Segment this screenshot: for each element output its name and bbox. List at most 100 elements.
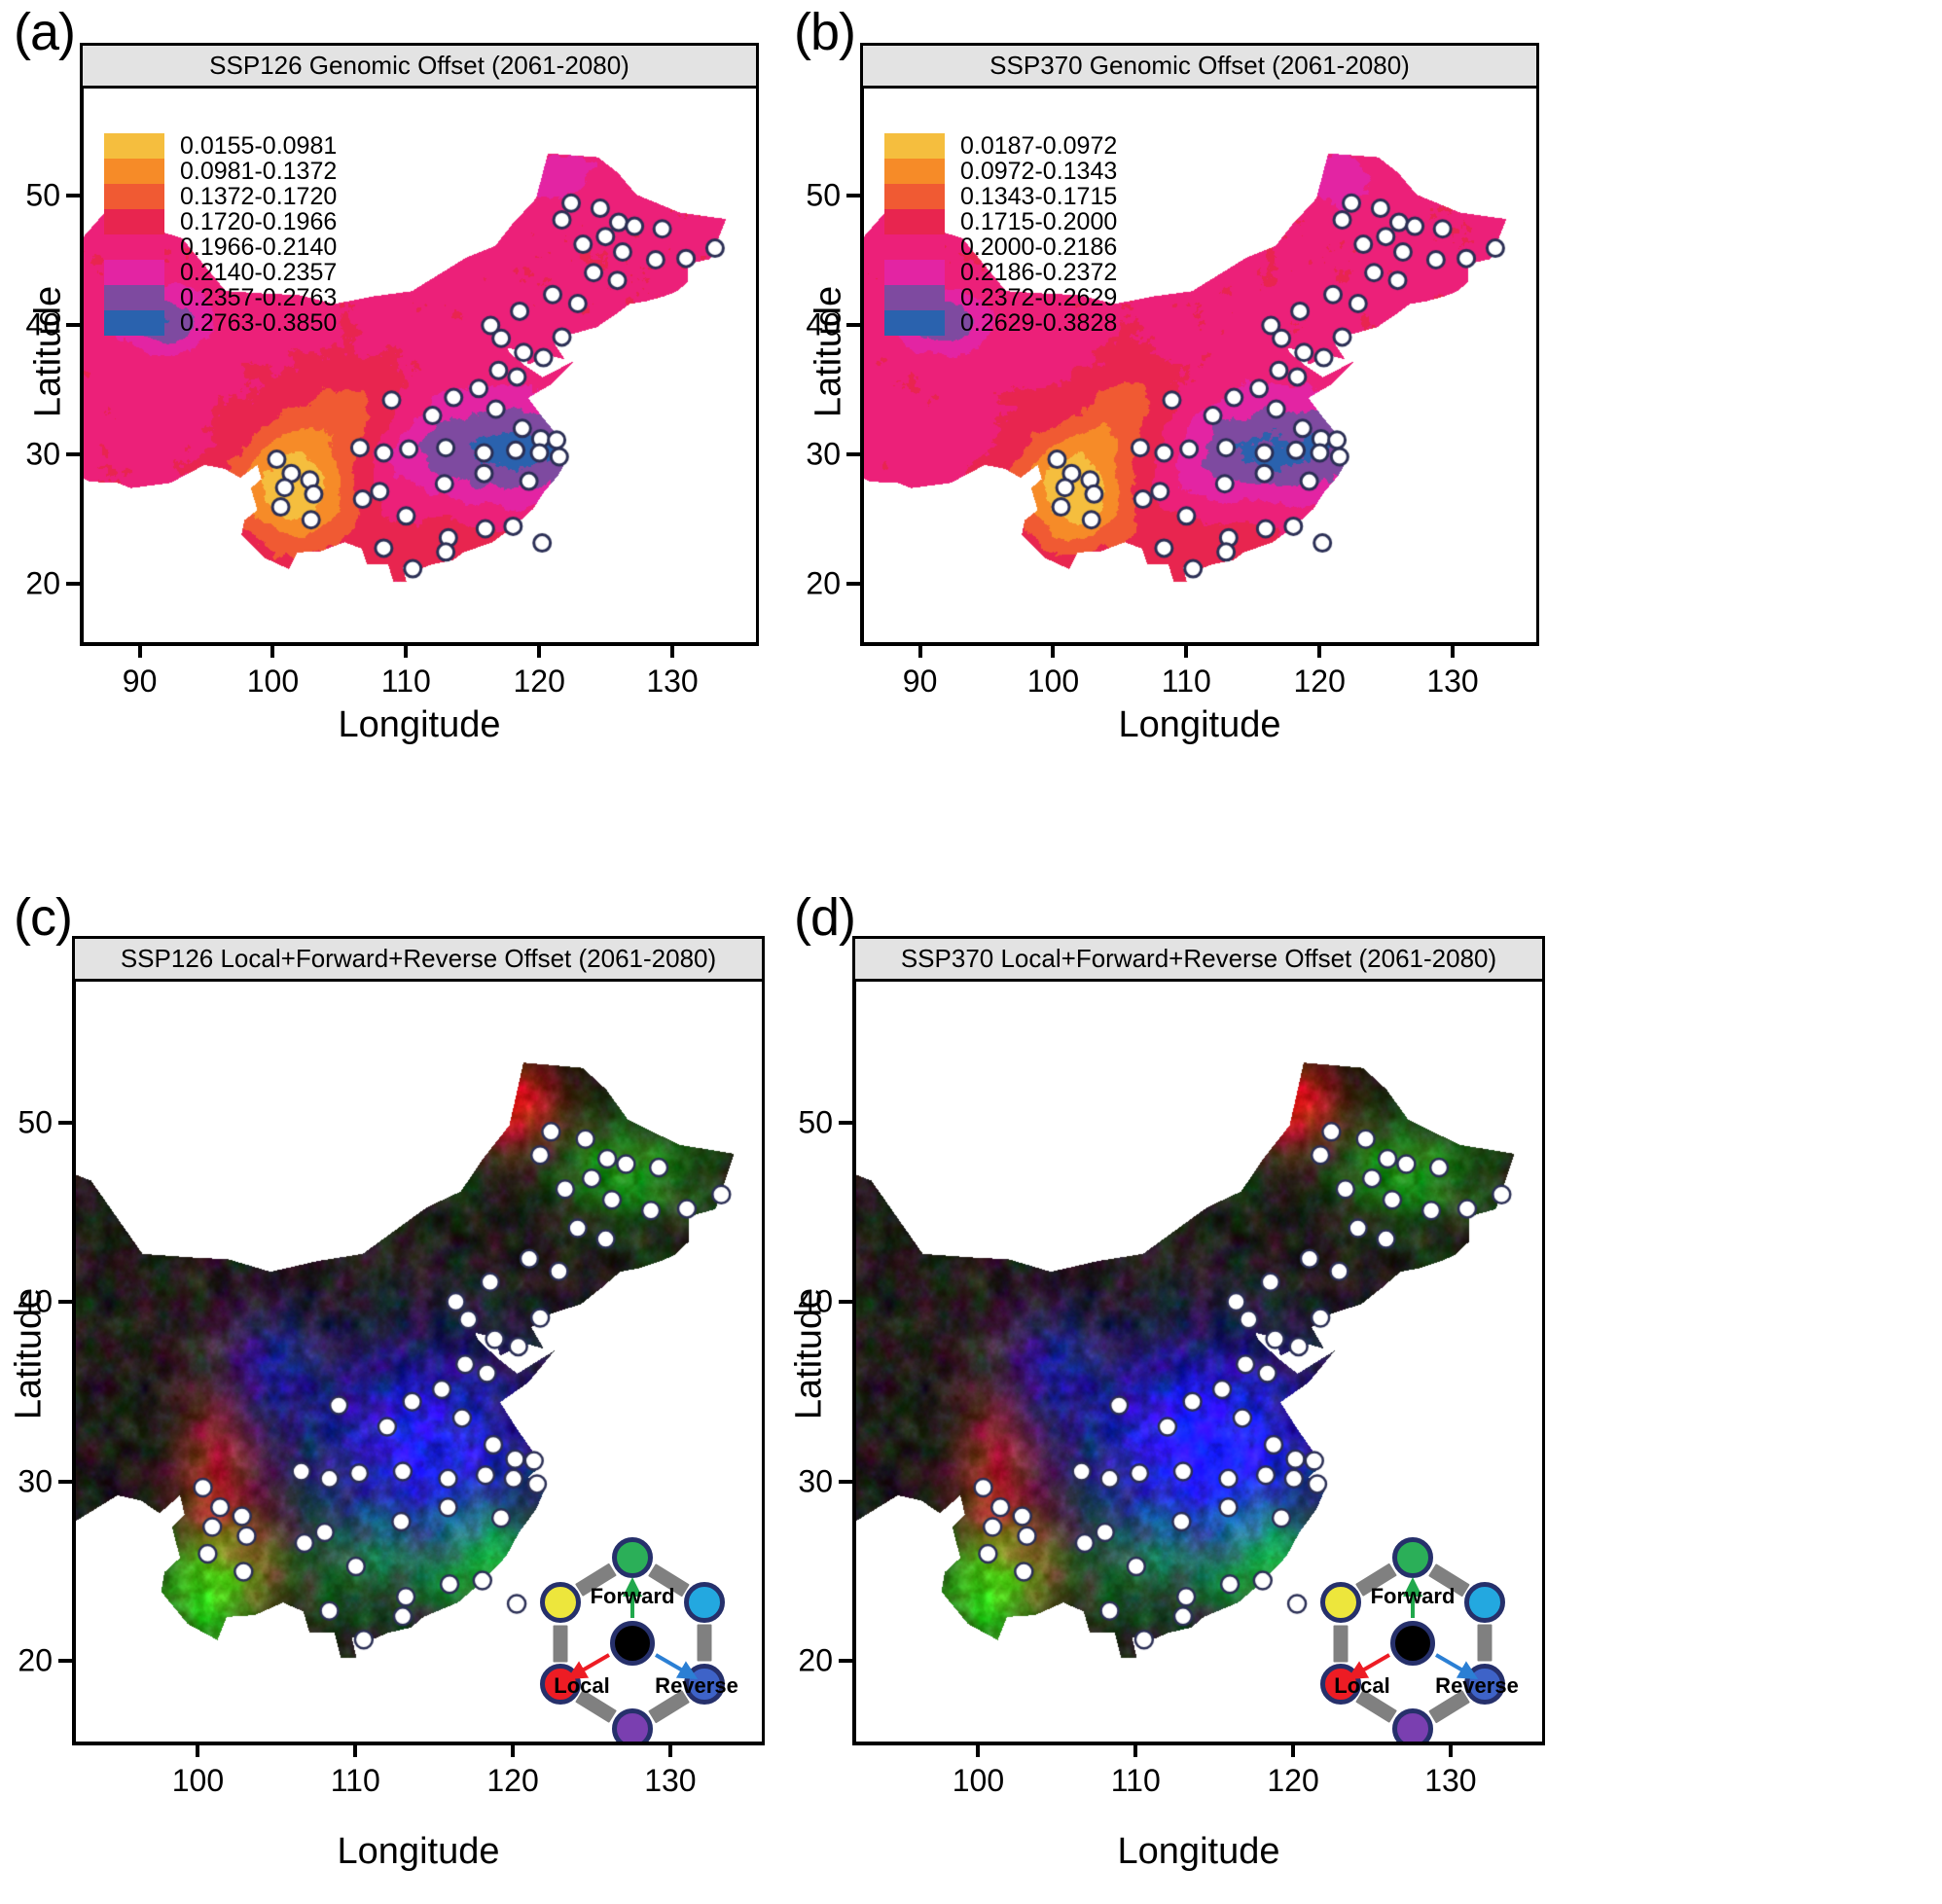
x-axis-tick-label: 90	[902, 664, 938, 699]
legend-swatch	[104, 260, 164, 285]
hex-connector	[1477, 1624, 1492, 1663]
x-axis-tick	[511, 1742, 516, 1757]
legend-swatch	[104, 310, 164, 336]
y-axis-line	[80, 86, 84, 642]
panel-b-legend: 0.0187-0.0972 0.0972-0.1343 0.1343-0.1715 0…	[884, 133, 1117, 336]
x-axis-tick-label: 110	[330, 1763, 380, 1798]
legend-label: 0.1966-0.2140	[180, 234, 338, 261]
x-axis-tick-label: 130	[1426, 664, 1479, 699]
x-axis-tick	[1133, 1742, 1138, 1757]
legend-class-row: 0.2372-0.2629	[884, 285, 1117, 310]
panel-b-x-axis-title: Longitude	[1118, 704, 1281, 745]
y-axis-tick-label: 20	[18, 1642, 53, 1678]
legend-label: 0.2372-0.2629	[960, 284, 1118, 311]
legend-label: 0.1715-0.2000	[960, 208, 1118, 235]
x-axis-line	[860, 642, 1539, 646]
x-axis-tick-label: 120	[1267, 1763, 1319, 1798]
panel-a-plot: 0.0155-0.0981 0.0981-0.1372 0.1372-0.1720 0…	[83, 89, 756, 642]
x-axis-line	[852, 1742, 1545, 1745]
x-axis-tick	[670, 642, 675, 658]
y-axis-line	[852, 979, 856, 1742]
legend-class-row: 0.2140-0.2357	[104, 260, 337, 285]
panel-b-y-axis-title: Latitude	[808, 285, 849, 418]
panel-c-map-canvas	[75, 982, 762, 1742]
panel-b-letter: (b)	[794, 3, 856, 61]
y-axis-tick	[839, 1658, 856, 1663]
legend-swatch	[884, 159, 945, 184]
legend-class-row: 0.2186-0.2372	[884, 260, 1117, 285]
x-axis-line	[80, 642, 759, 646]
hex-node-bottom	[1392, 1708, 1433, 1742]
legend-class-row: 0.2357-0.2763	[104, 285, 337, 310]
panel-c-hex-legend: Forward Reverse Local	[511, 1537, 754, 1742]
y-axis-tick-label: 40	[18, 1283, 53, 1319]
hex-node-center	[610, 1621, 655, 1666]
hex-label-forward: Forward	[1370, 1584, 1456, 1608]
legend-label: 0.2629-0.3828	[960, 309, 1118, 337]
legend-swatch	[104, 159, 164, 184]
x-axis-tick	[270, 642, 275, 658]
x-axis-tick	[537, 642, 542, 658]
x-axis-tick	[1317, 642, 1322, 658]
hex-node-bottom	[612, 1708, 653, 1742]
y-axis-tick	[839, 1300, 856, 1305]
y-axis-line	[72, 979, 76, 1742]
panel-d-map-canvas	[855, 982, 1542, 1742]
y-axis-tick	[66, 452, 84, 457]
x-axis-tick	[353, 1742, 358, 1757]
y-axis-tick-label: 20	[25, 565, 60, 601]
hex-label-local: Local	[554, 1673, 610, 1698]
legend-class-row: 0.1715-0.2000	[884, 209, 1117, 234]
y-axis-tick	[58, 1300, 76, 1305]
y-axis-tick	[58, 1120, 76, 1125]
hex-node-top	[1392, 1537, 1433, 1578]
y-axis-tick	[846, 194, 864, 198]
x-axis-tick	[667, 1742, 672, 1757]
legend-label: 0.2763-0.3850	[180, 309, 338, 337]
x-axis-tick	[1451, 642, 1456, 658]
x-axis-tick-label: 110	[1110, 1763, 1161, 1798]
hex-node-top	[612, 1537, 653, 1578]
y-axis-tick	[846, 582, 864, 587]
y-axis-tick	[58, 1658, 76, 1663]
legend-swatch	[884, 133, 945, 159]
x-axis-tick-label: 120	[486, 1763, 539, 1798]
legend-label: 0.0981-0.1372	[180, 158, 338, 185]
hex-node-upper-left	[539, 1581, 581, 1623]
x-axis-tick	[196, 1742, 200, 1757]
panel-c-y-axis-title: Latitude	[8, 1287, 50, 1420]
y-axis-tick-label: 30	[25, 436, 60, 472]
hex-label-forward: Forward	[590, 1584, 675, 1608]
legend-class-row: 0.0155-0.0981	[104, 133, 337, 159]
panel-d-strip-title: SSP370 Local+Forward+Reverse Offset (206…	[855, 939, 1542, 982]
legend-label: 0.0972-0.1343	[960, 158, 1118, 185]
x-axis-tick	[917, 642, 922, 658]
x-axis-tick-label: 100	[246, 664, 300, 699]
panel-c-frame: SSP126 Local+Forward+Reverse Offset (206…	[72, 936, 765, 1742]
panel-c-letter: (c)	[14, 888, 73, 947]
panel-b-plot: 0.0187-0.0972 0.0972-0.1343 0.1343-0.1715 0…	[863, 89, 1536, 642]
hex-connector	[697, 1624, 712, 1663]
hex-node-upper-right	[1464, 1581, 1506, 1623]
legend-class-row: 0.1343-0.1715	[884, 184, 1117, 209]
x-axis-tick	[404, 642, 409, 658]
legend-label: 0.2140-0.2357	[180, 259, 338, 286]
x-axis-line	[72, 1742, 765, 1745]
hex-node-upper-right	[684, 1581, 726, 1623]
panel-a-strip-title: SSP126 Genomic Offset (2061-2080)	[83, 46, 756, 89]
y-axis-tick-label: 50	[18, 1104, 53, 1140]
legend-swatch	[104, 133, 164, 159]
panel-a-letter: (a)	[14, 3, 76, 61]
panel-b-frame: SSP370 Genomic Offset (2061-2080) 0.0187…	[860, 43, 1539, 642]
panel-b-strip-title: SSP370 Genomic Offset (2061-2080)	[863, 46, 1536, 89]
y-axis-tick	[839, 1120, 856, 1125]
y-axis-tick	[66, 194, 84, 198]
y-axis-tick	[66, 582, 84, 587]
legend-swatch	[884, 260, 945, 285]
hex-connector	[1333, 1624, 1349, 1663]
panel-d-letter: (d)	[794, 888, 856, 947]
y-axis-tick	[66, 323, 84, 328]
legend-label: 0.1343-0.1715	[960, 183, 1118, 210]
hex-label-local: Local	[1334, 1673, 1390, 1698]
legend-swatch	[884, 310, 945, 336]
